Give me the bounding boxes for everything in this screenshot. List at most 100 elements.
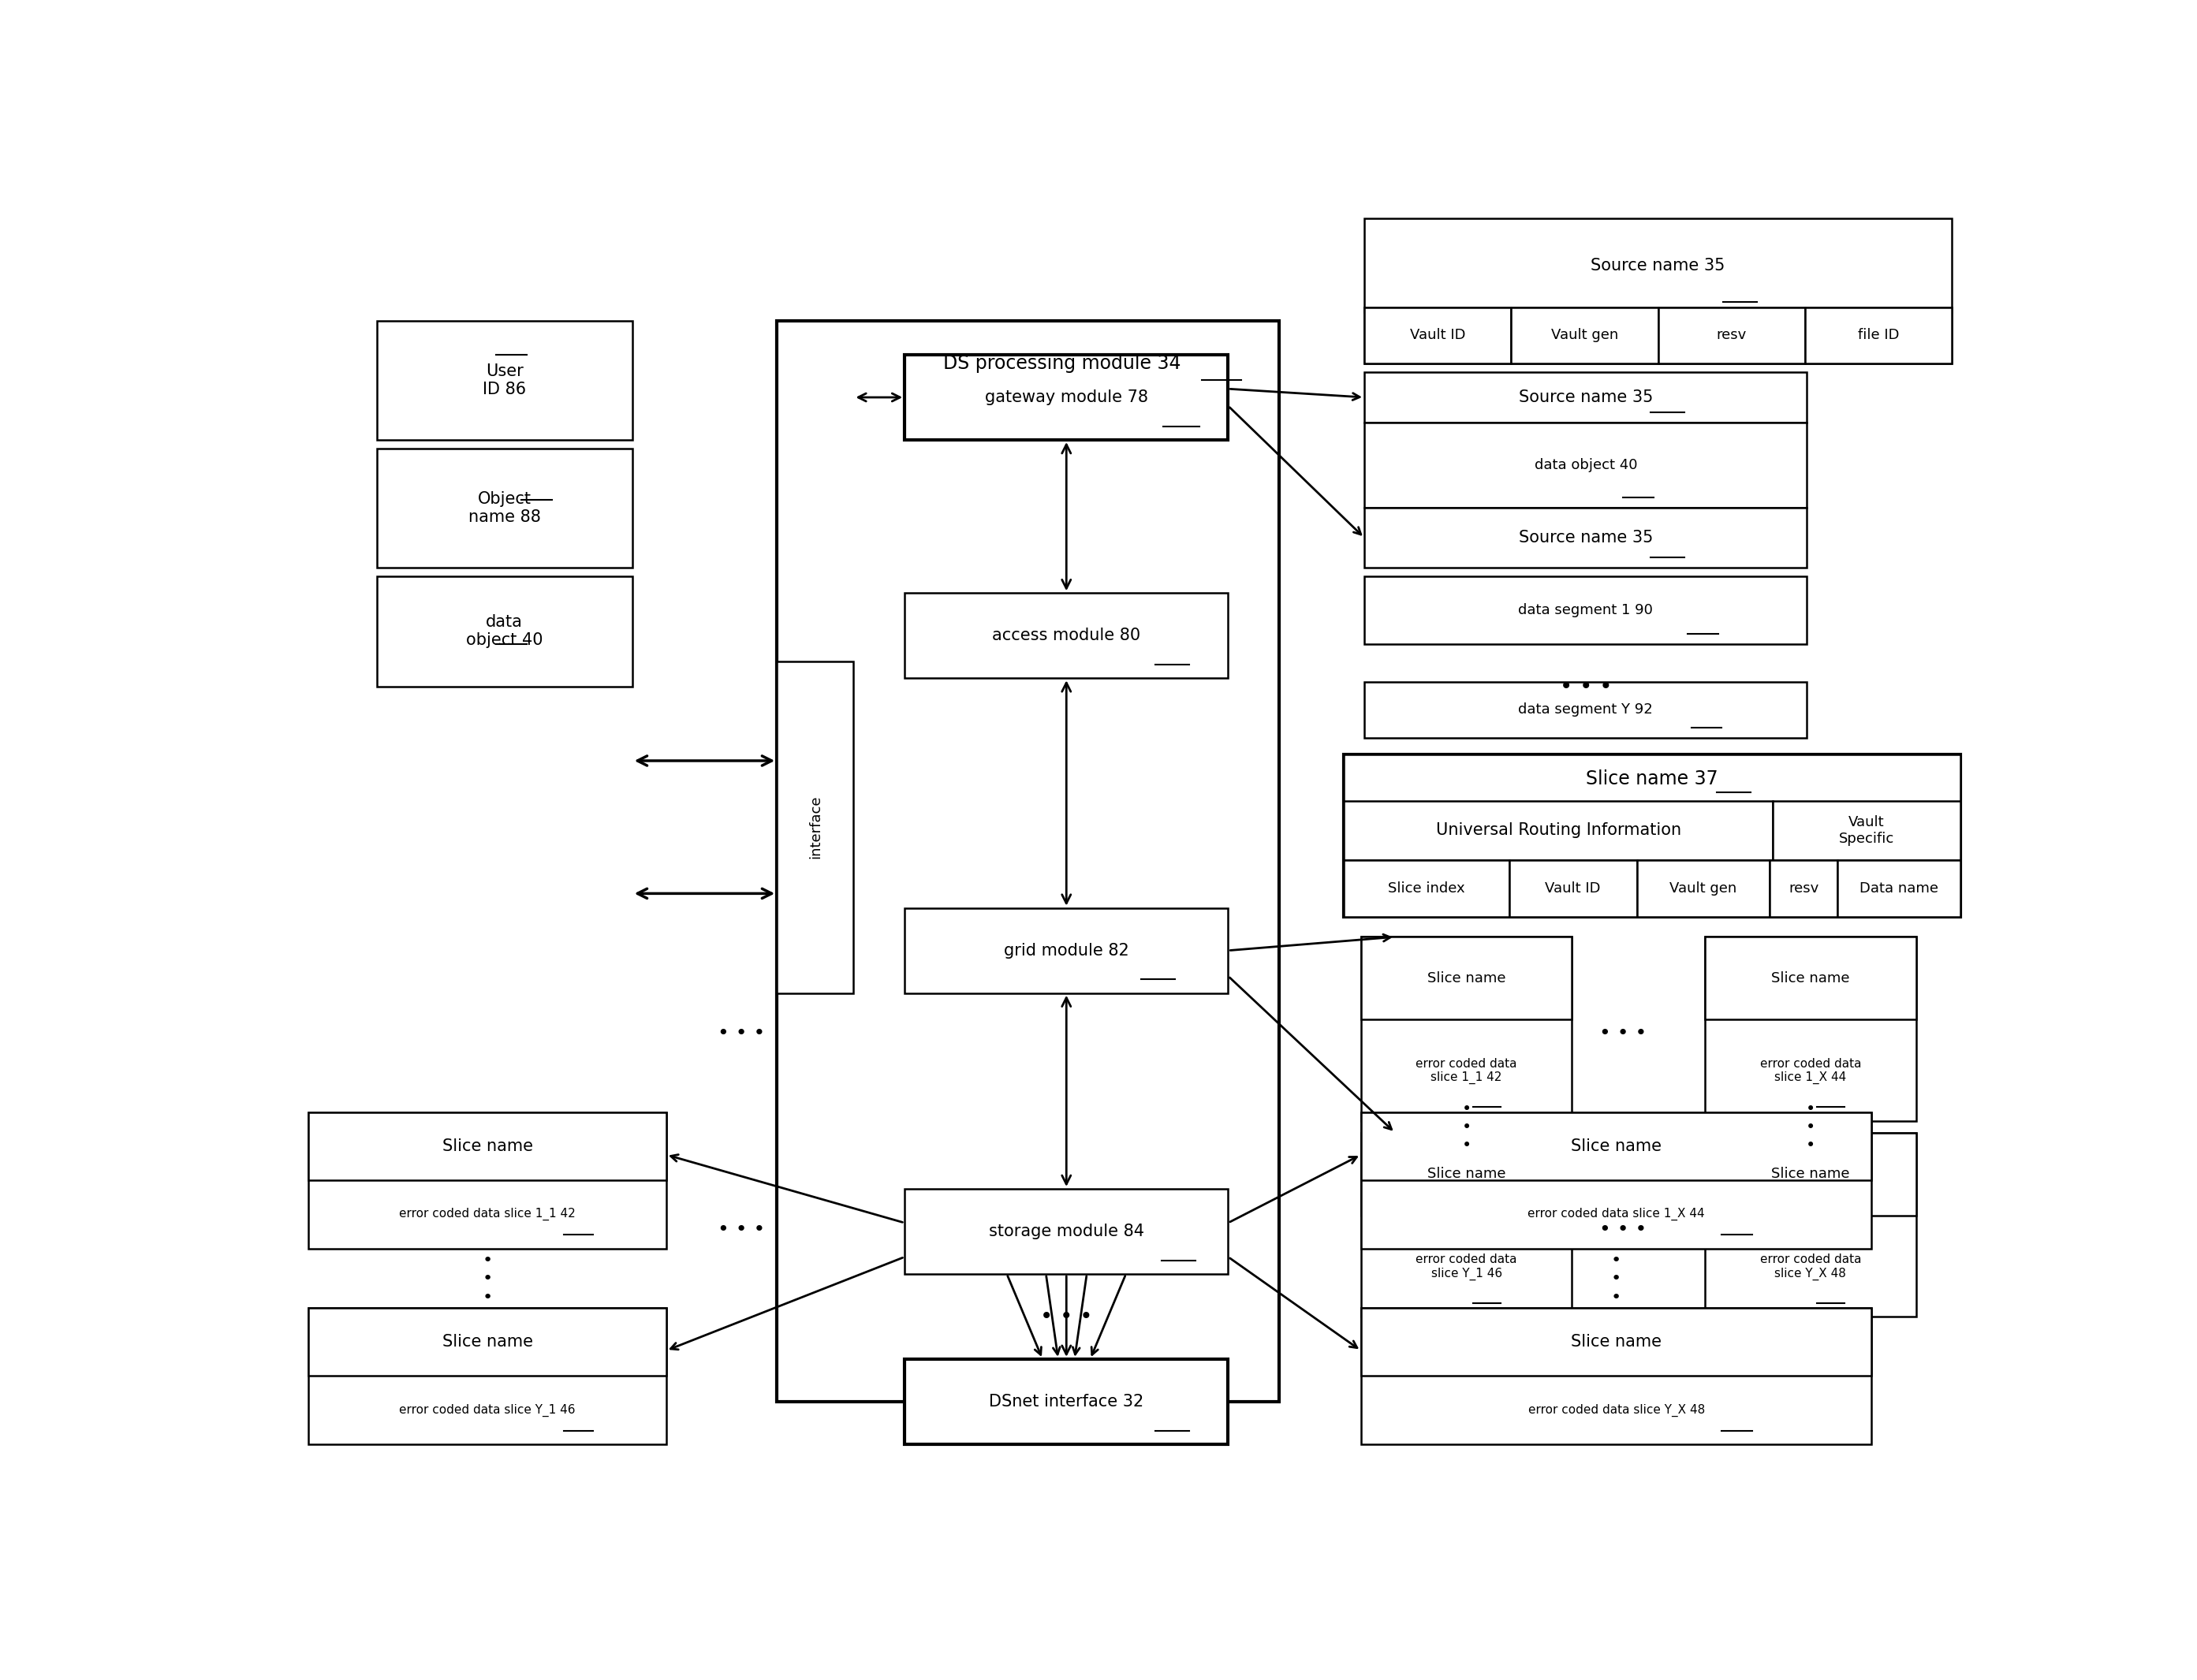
Bar: [1360, 937, 1573, 1020]
Text: •
•
•: • • •: [1610, 1253, 1621, 1305]
Bar: [1705, 937, 1916, 1121]
Text: Vault gen: Vault gen: [1551, 328, 1619, 343]
Bar: [905, 907, 1228, 993]
Text: resv: resv: [1716, 328, 1747, 343]
Text: Vault ID: Vault ID: [1410, 328, 1465, 343]
Bar: [1360, 1309, 1872, 1445]
Text: Source name 35: Source name 35: [1518, 390, 1652, 405]
Bar: [1360, 1132, 1573, 1317]
Bar: [1364, 507, 1806, 568]
Text: Source name 35: Source name 35: [1518, 529, 1652, 546]
Text: error coded data slice Y_X 48: error coded data slice Y_X 48: [1527, 1404, 1705, 1416]
Bar: [1360, 1309, 1872, 1376]
Text: Slice name: Slice name: [442, 1139, 534, 1154]
Text: Universal Routing Information: Universal Routing Information: [1437, 823, 1681, 838]
Text: •
•
•: • • •: [483, 1253, 492, 1305]
Text: Slice name: Slice name: [442, 1334, 534, 1351]
Bar: [1806, 307, 1951, 363]
Text: error coded data slice Y_1 46: error coded data slice Y_1 46: [400, 1404, 576, 1416]
Bar: [1705, 937, 1916, 1020]
Bar: [1705, 1132, 1916, 1317]
Bar: [310, 1112, 666, 1248]
Bar: [1364, 218, 1951, 312]
Text: storage module 84: storage module 84: [989, 1223, 1145, 1240]
Text: access module 80: access module 80: [993, 628, 1140, 643]
Bar: [1769, 860, 1837, 917]
Bar: [1345, 754, 1960, 803]
Bar: [378, 576, 633, 687]
Text: Slice index: Slice index: [1389, 882, 1465, 895]
Bar: [1837, 860, 1960, 917]
Bar: [1364, 682, 1806, 738]
Text: grid module 82: grid module 82: [1004, 942, 1129, 958]
Text: error coded data slice 1_X 44: error coded data slice 1_X 44: [1527, 1208, 1705, 1221]
Bar: [1360, 937, 1573, 1121]
Text: error coded data
slice Y_X 48: error coded data slice Y_X 48: [1760, 1253, 1861, 1280]
Bar: [1659, 307, 1806, 363]
Text: error coded data
slice 1_1 42: error coded data slice 1_1 42: [1415, 1058, 1518, 1084]
Text: error coded data slice 1_1 42: error coded data slice 1_1 42: [400, 1208, 576, 1221]
Text: Vault gen: Vault gen: [1670, 882, 1738, 895]
Bar: [1637, 860, 1769, 917]
Text: Vault ID: Vault ID: [1544, 882, 1602, 895]
Bar: [1509, 860, 1637, 917]
Bar: [1364, 576, 1806, 643]
Bar: [310, 1309, 666, 1376]
Text: error coded data
slice Y_1 46: error coded data slice Y_1 46: [1415, 1253, 1518, 1280]
Bar: [310, 1112, 666, 1181]
Text: data segment 1 90: data segment 1 90: [1518, 603, 1652, 617]
Bar: [378, 449, 633, 568]
Bar: [310, 1309, 666, 1445]
Text: • • •: • • •: [1599, 1025, 1648, 1043]
Bar: [905, 593, 1228, 679]
Bar: [1360, 1132, 1573, 1215]
Text: Slice name 37: Slice name 37: [1586, 769, 1718, 788]
Text: Slice name: Slice name: [1771, 1168, 1850, 1181]
Text: • • •: • • •: [718, 1220, 765, 1240]
Bar: [1773, 801, 1960, 860]
Text: data
object 40: data object 40: [466, 615, 543, 648]
Text: DS processing module 34: DS processing module 34: [943, 354, 1182, 373]
Text: •
•
•: • • •: [1806, 1102, 1815, 1154]
Bar: [1360, 1112, 1872, 1181]
Bar: [905, 354, 1228, 440]
Bar: [1364, 371, 1806, 423]
Bar: [905, 1189, 1228, 1273]
Text: User
ID 86: User ID 86: [483, 363, 527, 398]
Text: •
•
•: • • •: [1461, 1102, 1472, 1154]
Text: interface: interface: [808, 795, 822, 858]
Text: DSnet interface 32: DSnet interface 32: [989, 1394, 1145, 1410]
Text: Slice name: Slice name: [1571, 1334, 1661, 1351]
Text: Slice name: Slice name: [1428, 1168, 1505, 1181]
Bar: [1360, 1112, 1872, 1248]
Text: Slice name: Slice name: [1428, 971, 1505, 986]
Text: Slice name: Slice name: [1771, 971, 1850, 986]
Bar: [905, 1359, 1228, 1445]
Text: file ID: file ID: [1859, 328, 1898, 343]
Bar: [1364, 423, 1806, 507]
Text: Slice name: Slice name: [1571, 1139, 1661, 1154]
Bar: [1345, 754, 1960, 917]
Text: data object 40: data object 40: [1534, 459, 1637, 472]
Bar: [1345, 860, 1509, 917]
Bar: [1345, 801, 1773, 860]
Text: Source name 35: Source name 35: [1591, 257, 1725, 274]
Text: Data name: Data name: [1859, 882, 1938, 895]
Text: gateway module 78: gateway module 78: [984, 390, 1149, 405]
Bar: [1512, 307, 1659, 363]
Bar: [1364, 307, 1951, 363]
Bar: [778, 321, 1279, 1401]
Text: data segment Y 92: data segment Y 92: [1518, 702, 1652, 717]
Text: • • •: • • •: [718, 1025, 765, 1043]
Bar: [378, 321, 633, 440]
Text: • • •: • • •: [1560, 675, 1613, 697]
Text: resv: resv: [1788, 882, 1819, 895]
Text: • • •: • • •: [1039, 1305, 1092, 1327]
Bar: [1705, 1132, 1916, 1215]
Text: Vault
Specific: Vault Specific: [1839, 815, 1894, 845]
Text: Object
name 88: Object name 88: [468, 491, 540, 526]
Bar: [778, 662, 855, 993]
Text: • • •: • • •: [1599, 1220, 1648, 1240]
Bar: [1364, 307, 1512, 363]
Text: error coded data
slice 1_X 44: error coded data slice 1_X 44: [1760, 1058, 1861, 1084]
